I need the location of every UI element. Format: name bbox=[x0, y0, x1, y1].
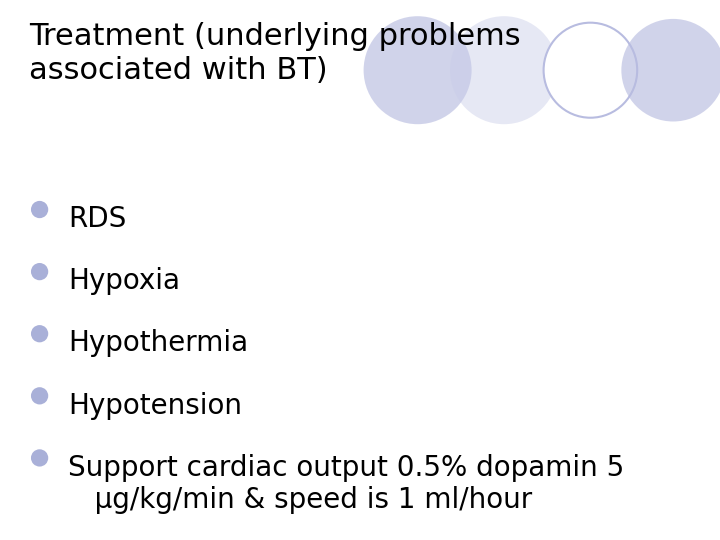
Ellipse shape bbox=[450, 16, 558, 124]
Ellipse shape bbox=[621, 19, 720, 122]
Ellipse shape bbox=[31, 325, 48, 342]
Text: Support cardiac output 0.5% dopamin 5
   μg/kg/min & speed is 1 ml/hour: Support cardiac output 0.5% dopamin 5 μg… bbox=[68, 454, 625, 514]
Text: Hypoxia: Hypoxia bbox=[68, 267, 181, 295]
Ellipse shape bbox=[31, 263, 48, 280]
Text: RDS: RDS bbox=[68, 205, 127, 233]
Ellipse shape bbox=[31, 449, 48, 467]
Ellipse shape bbox=[31, 387, 48, 404]
Ellipse shape bbox=[364, 16, 472, 124]
Ellipse shape bbox=[31, 201, 48, 218]
Text: Treatment (underlying problems
associated with BT): Treatment (underlying problems associate… bbox=[29, 22, 521, 85]
Text: Hypothermia: Hypothermia bbox=[68, 329, 248, 357]
Ellipse shape bbox=[544, 23, 637, 118]
Text: Hypotension: Hypotension bbox=[68, 392, 243, 420]
